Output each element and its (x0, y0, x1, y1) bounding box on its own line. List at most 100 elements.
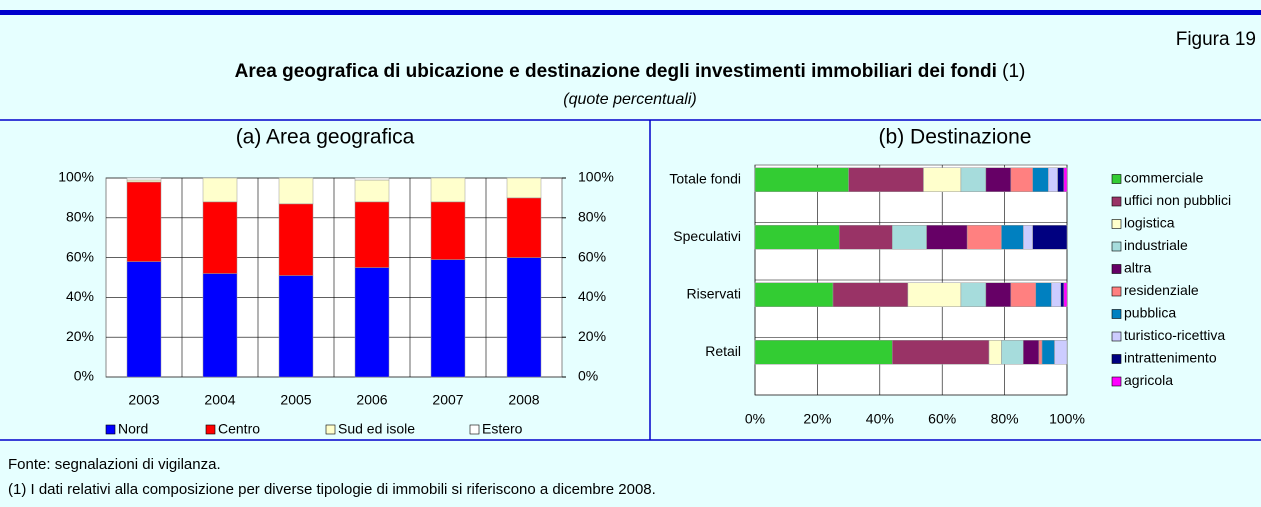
y-tick-label: 100% (58, 169, 94, 185)
bar-segment (354, 267, 390, 378)
title-note: (1) (1002, 61, 1025, 82)
bar-segment (278, 177, 314, 205)
bar-segment (1032, 167, 1049, 192)
y-tick-label: 80% (66, 209, 94, 225)
legend-swatch (325, 424, 336, 435)
legend-label: industriale (1124, 237, 1188, 253)
legend-swatch (1111, 174, 1122, 184)
bar-segment (506, 177, 542, 199)
x-tick-label: 80% (991, 411, 1019, 427)
bar-segment (1035, 282, 1052, 307)
bar-segment (278, 275, 314, 378)
bar-segment (430, 201, 466, 260)
bar-segment (988, 340, 1002, 365)
legend-label: Estero (482, 421, 523, 437)
y-tick-label: Retail (705, 343, 741, 359)
bar-segment (506, 257, 542, 378)
legend-label: turistico-ricettiva (1124, 327, 1225, 343)
legend-label: agricola (1124, 372, 1173, 388)
bar-segment (1063, 167, 1068, 192)
bar-segment (354, 177, 390, 181)
legend-label: uffici non pubblici (1124, 192, 1231, 208)
legend-swatch (469, 424, 480, 435)
legend-swatch (1111, 331, 1122, 342)
bar-segment (1063, 282, 1068, 307)
bar-segment (832, 282, 909, 307)
legend-swatch (1111, 196, 1122, 207)
y-tick-label: Totale fondi (669, 170, 741, 186)
figure-label: Figura 19 (1176, 29, 1256, 50)
bar-segment (1010, 167, 1033, 192)
bar-segment (892, 340, 990, 365)
bar-segment (754, 167, 849, 192)
legend-swatch (1111, 219, 1122, 229)
x-tick-label: 2003 (128, 392, 159, 408)
legend-swatch (205, 424, 216, 435)
bar-segment (838, 225, 893, 250)
legend-label: altra (1124, 260, 1151, 276)
bar-segment (1010, 282, 1037, 307)
legend-swatch (105, 424, 116, 435)
y-tick-label: Speculativi (673, 228, 741, 244)
bar-segment (1048, 167, 1058, 192)
bar-segment (1023, 225, 1033, 250)
bar-segment (354, 201, 390, 268)
y2-tick-label: 80% (578, 209, 606, 225)
y-tick-label: Riservati (687, 285, 741, 301)
bar-segment (202, 177, 238, 203)
bar-segment (126, 261, 162, 378)
y2-tick-label: 100% (578, 169, 614, 185)
legend-label: logistica (1124, 215, 1175, 231)
legend-swatch (1111, 354, 1122, 364)
bar-segment (430, 177, 466, 203)
bar-segment (923, 167, 962, 192)
legend-label: Centro (218, 421, 260, 437)
bar-segment (1057, 167, 1065, 192)
footnote: (1) I dati relativi alla composizione pe… (8, 481, 656, 498)
y2-tick-label: 0% (578, 368, 598, 384)
subtitle: (quote percentuali) (563, 91, 696, 108)
bar-segment (126, 177, 162, 181)
y2-tick-label: 40% (578, 288, 606, 304)
bar-segment (907, 282, 962, 307)
bar-segment (848, 167, 924, 192)
bar-segment (278, 203, 314, 276)
bar-segment (202, 273, 238, 378)
x-tick-label: 2005 (280, 392, 311, 408)
bar-segment (960, 167, 987, 192)
bar-segment (202, 201, 238, 274)
chart-title: (b) Destinazione (879, 126, 1032, 149)
bar-segment (985, 282, 1012, 307)
title: Area geografica di ubicazione e destinaz… (235, 61, 1026, 82)
legend-label: Nord (118, 421, 148, 437)
legend-swatch (1111, 309, 1122, 319)
bar-segment (960, 282, 987, 307)
legend-label: Sud ed isole (338, 421, 415, 437)
title-main: Area geografica di ubicazione e destinaz… (235, 61, 997, 82)
x-tick-label: 2007 (432, 392, 463, 408)
bar-segment (1038, 340, 1043, 365)
y-tick-label: 0% (74, 368, 94, 384)
y-tick-label: 40% (66, 288, 94, 304)
bar-segment (1054, 340, 1068, 365)
bar-segment (1032, 225, 1068, 250)
x-tick-label: 2006 (356, 392, 387, 408)
bar-segment (1001, 340, 1024, 365)
x-tick-label: 2004 (204, 392, 235, 408)
bar-segment (126, 181, 162, 262)
y-tick-label: 60% (66, 248, 94, 264)
top-rule (0, 10, 1261, 15)
x-tick-label: 2008 (508, 392, 539, 408)
legend-swatch (1111, 264, 1122, 274)
legend-label: pubblica (1124, 305, 1176, 321)
x-tick-label: 0% (745, 411, 765, 427)
y2-tick-label: 60% (578, 248, 606, 264)
legend-swatch (1111, 286, 1122, 297)
legend-swatch (1111, 241, 1122, 252)
bar-segment (430, 259, 466, 378)
y2-tick-label: 20% (578, 328, 606, 344)
bar-segment (1023, 340, 1040, 365)
bar-segment (126, 179, 162, 183)
x-tick-label: 60% (928, 411, 956, 427)
